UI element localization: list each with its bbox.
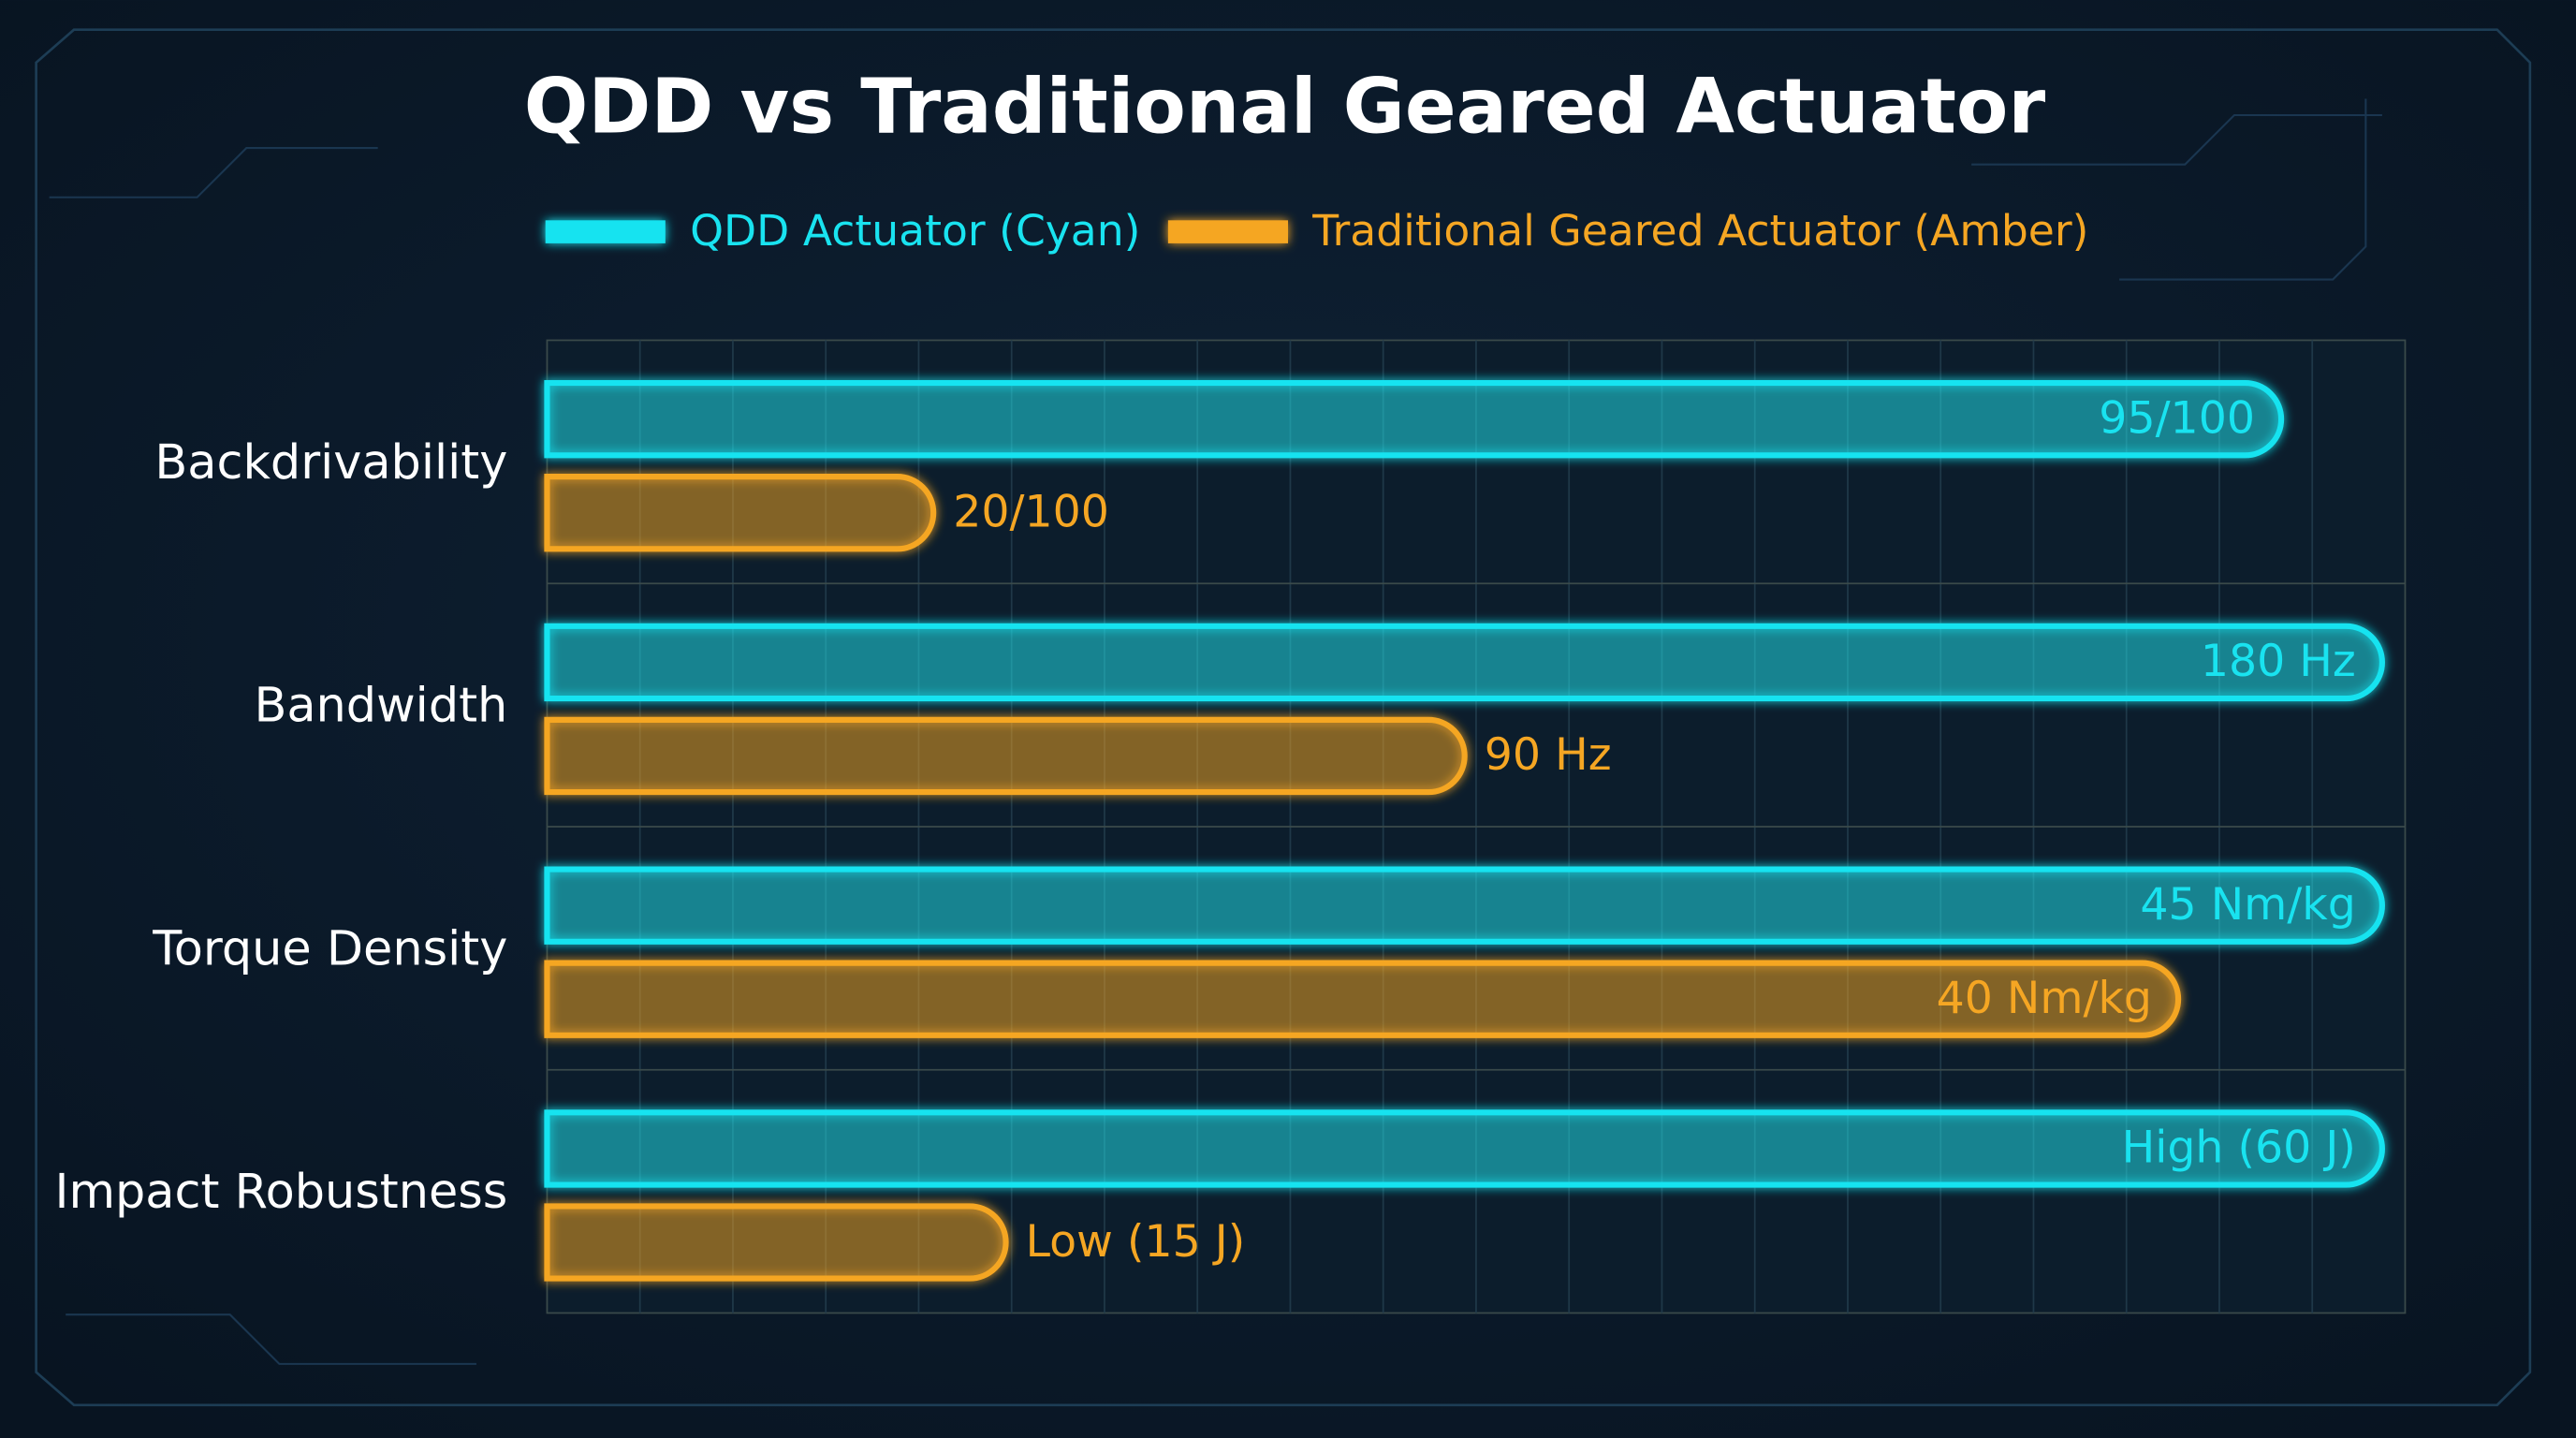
value-label: 40 Nm/kg bbox=[1937, 973, 2152, 1024]
chart-title: QDD vs Traditional Geared Actuator bbox=[524, 63, 2046, 151]
value-label: Low (15 J) bbox=[1026, 1216, 1246, 1268]
bar bbox=[544, 960, 2182, 1038]
frame bbox=[35, 28, 2532, 1407]
bar bbox=[544, 1109, 2385, 1188]
value-label: 20/100 bbox=[953, 486, 1109, 537]
bar bbox=[544, 866, 2385, 945]
category-label: Bandwidth bbox=[254, 679, 507, 734]
legend-label: QDD Actuator (Cyan) bbox=[690, 206, 1140, 256]
value-label: 95/100 bbox=[2099, 392, 2255, 444]
circuit-decor bbox=[49, 98, 2382, 1365]
category-label: Impact Robustness bbox=[54, 1165, 507, 1220]
category-label: Backdrivability bbox=[154, 435, 507, 491]
bar bbox=[544, 474, 937, 552]
bar bbox=[544, 1203, 1009, 1282]
legend: QDD Actuator (Cyan) Traditional Geared Ac… bbox=[545, 206, 2088, 256]
legend-swatch bbox=[1167, 220, 1288, 243]
bar bbox=[544, 380, 2285, 459]
legend-swatch bbox=[545, 220, 666, 243]
value-label: 180 Hz bbox=[2201, 636, 2356, 687]
bar bbox=[544, 716, 1468, 796]
bars: Backdrivability 95/100 20/100 Bandwidth 180 … bbox=[54, 380, 2385, 1282]
value-label: 90 Hz bbox=[1485, 729, 1612, 781]
value-label: High (60 J) bbox=[2122, 1123, 2356, 1174]
value-label: 45 Nm/kg bbox=[2140, 879, 2355, 931]
category-label: Torque Density bbox=[152, 921, 507, 976]
legend-label: Traditional Geared Actuator (Amber) bbox=[1311, 206, 2088, 256]
bar bbox=[544, 623, 2385, 702]
